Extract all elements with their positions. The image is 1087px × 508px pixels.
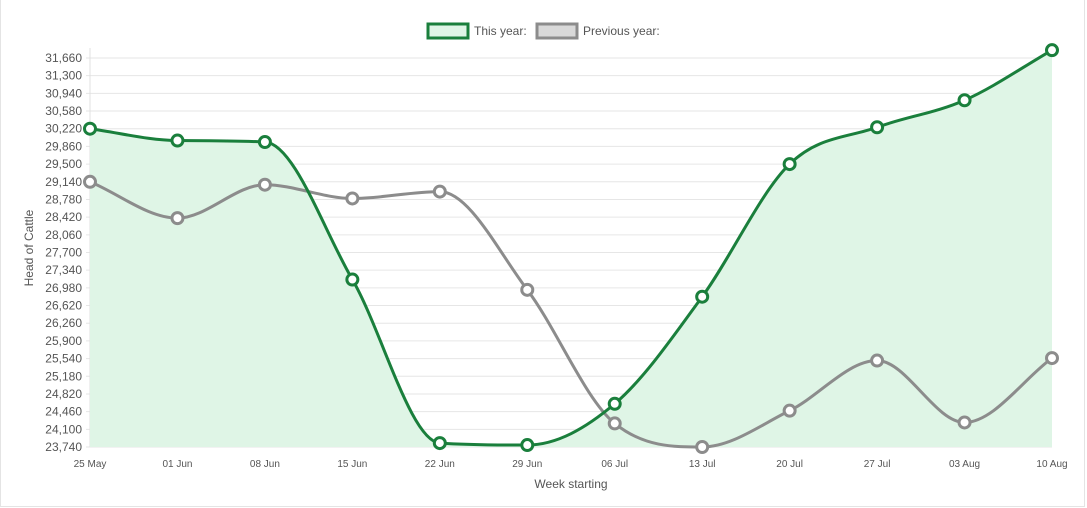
data-point[interactable] — [520, 438, 535, 453]
y-tick-label: 23,740 — [45, 440, 82, 454]
y-tick-label: 25,900 — [45, 334, 82, 348]
y-tick-label: 30,580 — [45, 104, 82, 118]
y-axis-ticks: 31,660 31,300 30,940 30,580 30,220 29,860 29,5… — [45, 51, 82, 454]
data-point[interactable] — [782, 157, 797, 172]
y-tick-label: 28,420 — [45, 210, 82, 224]
data-point[interactable] — [257, 134, 272, 149]
data-point[interactable] — [870, 353, 885, 368]
data-point[interactable] — [83, 121, 97, 136]
data-point[interactable] — [695, 289, 710, 304]
y-tick-label: 29,140 — [45, 175, 82, 189]
x-axis-title: Week starting — [534, 477, 607, 491]
data-point[interactable] — [957, 415, 972, 430]
y-tick-label: 28,780 — [45, 192, 82, 206]
y-tick-label: 24,100 — [45, 422, 82, 436]
y-tick-label: 24,460 — [45, 405, 82, 419]
y-tick-label: 30,220 — [45, 122, 82, 136]
y-axis-title: Head of Cattle — [22, 209, 36, 286]
data-point[interactable] — [782, 403, 797, 418]
data-point[interactable] — [520, 282, 535, 297]
data-point[interactable] — [695, 440, 710, 454]
x-tick-label: 15 Jun — [337, 459, 367, 470]
y-tick-label: 26,260 — [45, 316, 82, 330]
x-tick-label: 10 Aug — [1036, 459, 1067, 470]
data-point[interactable] — [257, 177, 272, 192]
data-point[interactable] — [607, 416, 622, 431]
data-point[interactable] — [607, 396, 622, 411]
data-point[interactable] — [170, 211, 185, 226]
series-area-fill — [90, 50, 1052, 447]
y-tick-label: 31,660 — [45, 51, 82, 65]
y-tick-label: 27,700 — [45, 246, 82, 260]
y-tick-label: 29,860 — [45, 139, 82, 153]
x-tick-label: 13 Jul — [689, 459, 716, 470]
x-tick-label: 20 Jul — [776, 459, 803, 470]
y-tick-label: 24,820 — [45, 387, 82, 401]
x-tick-label: 22 Jun — [425, 459, 455, 470]
x-tick-label: 27 Jul — [864, 459, 891, 470]
data-point[interactable] — [870, 120, 885, 135]
data-point[interactable] — [1045, 43, 1059, 58]
data-points — [83, 43, 1059, 454]
y-tick-label: 30,940 — [45, 86, 82, 100]
data-point[interactable] — [83, 174, 97, 189]
y-tick-label: 25,180 — [45, 369, 82, 383]
legend-swatch — [535, 22, 579, 40]
legend-item-previous-year[interactable]: Previous year: — [535, 22, 660, 40]
y-tick-label: 25,540 — [45, 352, 82, 366]
y-tick-label: 26,980 — [45, 281, 82, 295]
area-fills — [90, 50, 1052, 447]
legend-swatch — [426, 22, 470, 40]
y-tick-label: 26,620 — [45, 299, 82, 313]
y-tick-label: 29,500 — [45, 157, 82, 171]
data-point[interactable] — [432, 436, 447, 451]
data-point[interactable] — [345, 191, 360, 206]
legend-label: Previous year: — [583, 24, 660, 38]
x-tick-label: 25 May — [74, 459, 107, 470]
x-tick-label: 03 Aug — [949, 459, 980, 470]
data-point[interactable] — [1045, 351, 1059, 366]
y-tick-label: 31,300 — [45, 69, 82, 83]
data-point[interactable] — [170, 133, 185, 148]
x-tick-label: 08 Jun — [250, 459, 280, 470]
x-axis-ticks: 25 May 01 Jun 08 Jun 15 Jun 22 Jun 29 Jun 06 J… — [74, 459, 1068, 470]
legend-label: This year: — [474, 24, 527, 38]
y-tick-label: 28,060 — [45, 228, 82, 242]
legend-item-this-year[interactable]: This year: — [426, 22, 527, 40]
x-tick-label: 29 Jun — [512, 459, 542, 470]
legend: This year: Previous year: — [426, 22, 660, 40]
data-point[interactable] — [345, 272, 360, 287]
x-tick-label: 01 Jun — [162, 459, 192, 470]
x-tick-label: 06 Jul — [601, 459, 628, 470]
data-point[interactable] — [432, 184, 447, 199]
data-point[interactable] — [957, 93, 972, 108]
y-tick-label: 27,340 — [45, 263, 82, 277]
